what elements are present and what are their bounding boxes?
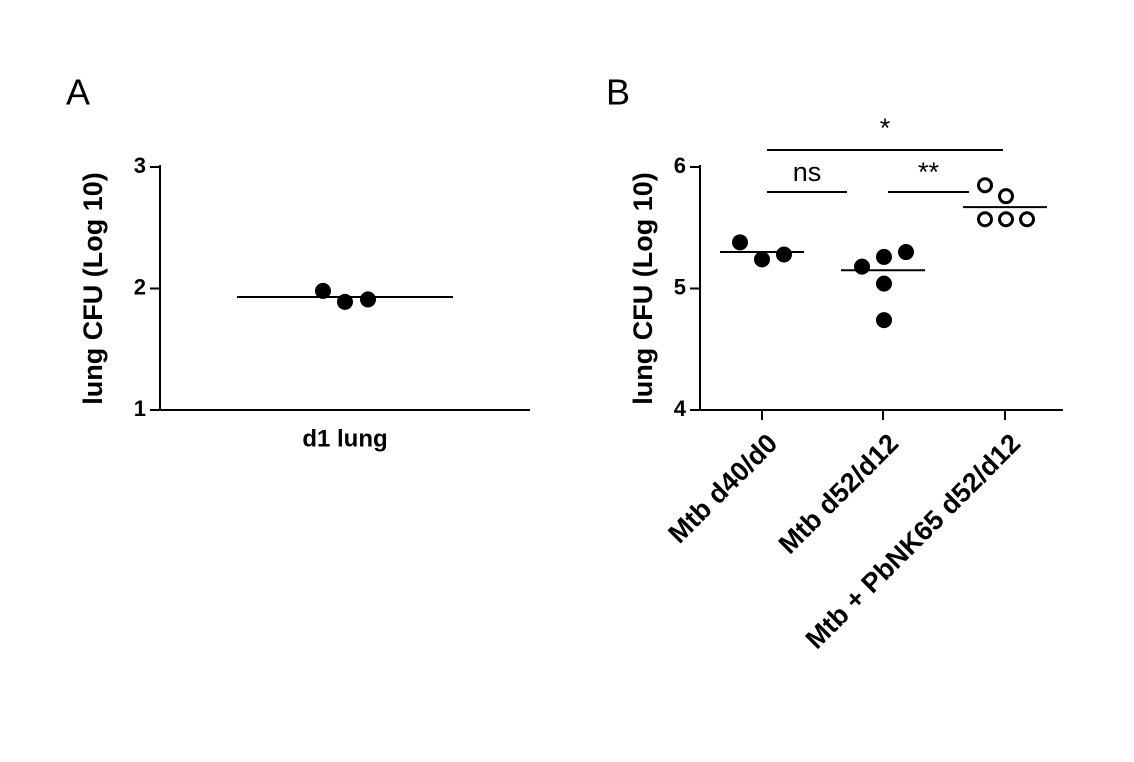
x-tick-label: Mtb d40/d0 xyxy=(662,428,783,549)
y-tick-label: 3 xyxy=(134,153,146,178)
data-point xyxy=(998,211,1014,228)
y-axis-label: lung CFU (Log 10) xyxy=(628,172,658,404)
x-tick-label: Mtb + PbNK65 d52/d12 xyxy=(800,428,1027,655)
significance-label: * xyxy=(880,113,891,143)
data-point xyxy=(1019,211,1035,228)
data-point xyxy=(754,251,770,268)
data-point xyxy=(360,291,376,308)
panel-label: A xyxy=(66,72,90,113)
data-point xyxy=(876,275,892,292)
y-tick-label: 6 xyxy=(674,153,686,178)
data-point xyxy=(898,244,914,261)
data-point xyxy=(876,248,892,265)
data-point xyxy=(732,234,748,251)
significance-label: ns xyxy=(793,157,822,187)
panel-label: B xyxy=(606,72,630,113)
y-tick-label: 2 xyxy=(134,274,146,299)
data-point xyxy=(337,293,353,310)
y-tick-label: 4 xyxy=(674,396,687,421)
data-point xyxy=(977,211,993,228)
x-tick-label: Mtb d52/d12 xyxy=(773,428,905,560)
data-point xyxy=(876,312,892,329)
data-point xyxy=(854,258,870,275)
data-point xyxy=(977,177,993,194)
y-tick-label: 5 xyxy=(674,274,686,299)
significance-label: ** xyxy=(918,157,940,187)
data-point xyxy=(998,188,1014,205)
y-axis-label: lung CFU (Log 10) xyxy=(78,172,108,404)
x-tick-label: d1 lung xyxy=(302,425,387,452)
data-point xyxy=(315,282,331,299)
y-tick-label: 1 xyxy=(134,396,146,421)
data-point xyxy=(776,246,792,263)
